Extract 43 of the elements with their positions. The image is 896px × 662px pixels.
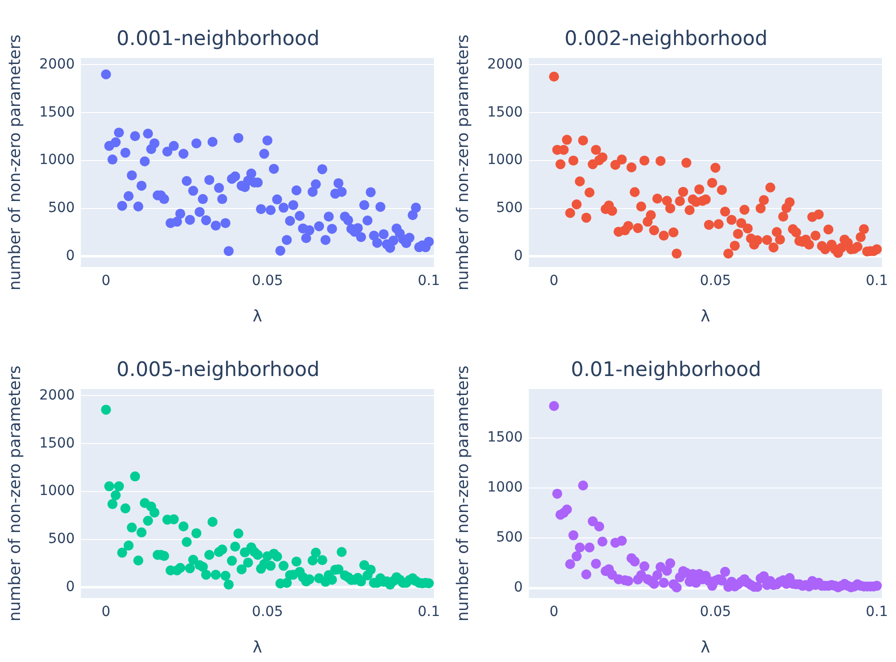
y-tick-label: 1000 (487, 152, 523, 168)
y-tick-label: 1500 (487, 104, 523, 120)
chart-title: 0.005-neighborhood (116, 357, 320, 382)
y-tick-label: 0 (66, 248, 75, 264)
y-tick-label: 0 (66, 579, 75, 596)
y-tick-label: 1000 (39, 483, 75, 500)
y-tick-label: 1000 (487, 480, 523, 496)
x-tick-label: 0.1 (418, 604, 440, 620)
x-tick-label: 0 (102, 273, 110, 290)
x-tick-label: 0.1 (866, 604, 888, 620)
x-axis-title: λ (252, 638, 262, 657)
y-axis-title: number of non-zero parameters (4, 34, 24, 291)
y-tick-label: 2000 (487, 56, 523, 72)
x-tick-label: 0.1 (866, 273, 888, 290)
x-tick-label: 0.05 (700, 604, 732, 620)
y-axis-title: number of non-zero parameters (452, 34, 472, 291)
y-tick-label: 1500 (39, 435, 75, 452)
y-tick-label: 0 (514, 580, 523, 596)
y-axis-title: number of non-zero parameters (4, 365, 24, 622)
y-axis-title: number of non-zero parameters (452, 365, 472, 622)
y-tick-label: 2000 (39, 387, 75, 404)
y-tick-label: 1500 (487, 430, 523, 446)
y-tick-label: 500 (48, 200, 75, 216)
y-tick-label: 0 (514, 248, 523, 264)
y-tick-label: 500 (48, 531, 75, 548)
x-axis-title: λ (700, 638, 710, 657)
y-tick-label: 1500 (39, 104, 75, 120)
y-tick-label: 500 (496, 530, 523, 546)
x-tick-label: 0 (550, 604, 558, 620)
chart-title: 0.01-neighborhood (570, 357, 762, 382)
x-axis-title: λ (700, 306, 710, 326)
x-tick-label: 0.05 (252, 273, 284, 290)
x-tick-label: 0 (550, 273, 558, 290)
x-tick-label: 0.05 (700, 273, 732, 290)
x-axis-title: λ (252, 306, 262, 326)
y-tick-label: 2000 (39, 56, 75, 72)
x-tick-label: 0.05 (252, 604, 284, 620)
x-tick-label: 0.1 (418, 273, 440, 290)
y-tick-label: 1000 (39, 152, 75, 168)
chart-title: 0.002-neighborhood (564, 26, 768, 50)
x-tick-label: 0 (102, 604, 110, 620)
chart-title: 0.001-neighborhood (116, 26, 320, 50)
y-tick-label: 500 (496, 200, 523, 216)
